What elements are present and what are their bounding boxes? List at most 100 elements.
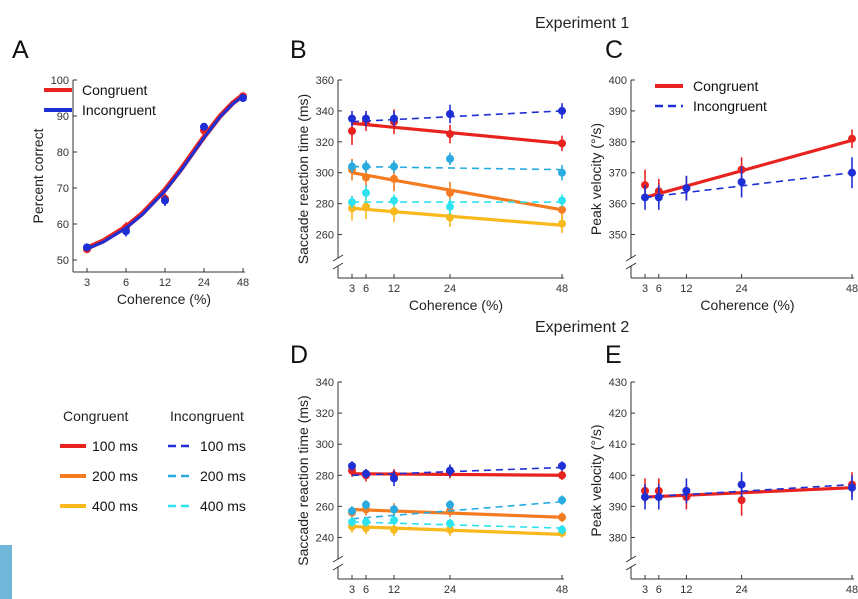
data-point: [446, 466, 454, 475]
x-tick-label: 12: [680, 283, 692, 295]
data-point: [654, 193, 663, 202]
panel-letter-d: D: [290, 341, 308, 369]
series-incongruent-400-ms: [348, 515, 566, 535]
data-point: [737, 480, 746, 489]
legend-c: [655, 84, 683, 108]
x-tick-label: 24: [198, 277, 210, 289]
data-point: [390, 196, 398, 205]
data-point: [446, 202, 454, 211]
series-congruent-400-ms: [348, 194, 566, 233]
fit-line: [351, 472, 563, 477]
x-tick-label: 24: [735, 584, 747, 596]
data-point: [848, 168, 856, 177]
data-point: [446, 110, 454, 118]
data-point: [200, 122, 208, 131]
data-point: [446, 188, 454, 197]
y-tick-label: 240: [316, 532, 334, 544]
data-point: [558, 525, 566, 534]
data-point: [348, 198, 356, 207]
data-point: [348, 127, 356, 135]
data-point: [446, 213, 454, 222]
y-tick-label: 360: [609, 199, 627, 211]
fit-line: [644, 486, 853, 499]
data-point: [239, 94, 247, 102]
data-point: [641, 493, 649, 502]
x-axis-label: Coherence (%): [409, 297, 503, 313]
x-tick-label: 12: [388, 283, 400, 295]
data-point: [446, 519, 454, 528]
y-tick-label: 280: [316, 199, 334, 211]
data-point: [390, 207, 398, 216]
x-tick-label: 48: [556, 584, 568, 596]
data-point: [446, 525, 454, 534]
legend-label: Congruent: [82, 82, 147, 98]
legend-label: Incongruent: [693, 98, 767, 114]
y-tick-label: 260: [316, 230, 334, 242]
x-tick-label: 6: [123, 277, 129, 289]
y-tick-label: 400: [609, 470, 627, 482]
legend-header-congruent: Congruent: [63, 408, 128, 424]
y-tick-label: 320: [316, 408, 334, 420]
data-point: [558, 168, 566, 177]
x-axis-label: Coherence (%): [117, 291, 211, 307]
data-point: [558, 196, 566, 205]
y-axis-label: Percent correct: [30, 128, 46, 223]
y-tick-label: 410: [609, 439, 627, 451]
data-point: [348, 162, 356, 171]
y-tick-label: 100: [51, 75, 69, 87]
y-tick-label: 60: [57, 219, 69, 231]
fit-line: [351, 206, 563, 227]
data-point: [362, 469, 370, 478]
legend-label-incongruent: 200 ms: [200, 468, 246, 484]
x-tick-label: 12: [159, 277, 171, 289]
data-point: [558, 471, 566, 480]
x-tick-label: 48: [846, 584, 858, 596]
fit-line: [351, 110, 563, 123]
x-tick-label: 6: [656, 584, 662, 596]
data-point: [161, 196, 169, 205]
x-tick-label: 48: [237, 277, 249, 289]
y-axis-label: Saccade reaction time (ms): [295, 94, 311, 264]
series-congruent: [641, 129, 856, 204]
series-incongruent-100-ms: [348, 461, 566, 487]
data-point: [362, 114, 370, 123]
y-tick-label: 80: [57, 147, 69, 159]
y-tick-label: 300: [316, 168, 334, 180]
fit-line: [351, 171, 563, 212]
legend-label-incongruent: 100 ms: [200, 438, 246, 454]
x-tick-label: 3: [84, 277, 90, 289]
data-point: [446, 154, 454, 163]
y-axis-label: Saccade reaction time (ms): [295, 395, 311, 565]
legend-header-incongruent: Incongruent: [170, 408, 244, 424]
x-tick-label: 6: [363, 283, 369, 295]
experiment-1-title: Experiment 1: [535, 15, 629, 32]
data-point: [362, 517, 370, 526]
data-point: [348, 461, 356, 470]
series-incongruent-200-ms: [348, 152, 566, 181]
legend-a: [44, 88, 72, 112]
data-point: [737, 496, 746, 505]
legend-label: Congruent: [693, 78, 758, 94]
panel-letter-c: C: [605, 36, 623, 64]
data-point: [362, 173, 370, 182]
x-tick-label: 3: [642, 283, 648, 295]
panel-b: [332, 79, 566, 279]
y-tick-label: 380: [609, 137, 627, 149]
axis-break-mark: [332, 262, 344, 270]
data-point: [390, 516, 398, 525]
y-tick-label: 370: [609, 168, 627, 180]
legend-label-congruent: 100 ms: [92, 438, 138, 454]
data-point: [362, 188, 370, 197]
x-tick-label: 3: [642, 584, 648, 596]
series-congruent-200-ms: [348, 503, 566, 522]
axis-break-mark: [625, 262, 637, 270]
panel-c: [625, 79, 856, 279]
y-tick-label: 390: [609, 106, 627, 118]
data-point: [558, 461, 566, 470]
series-congruent-100-ms: [348, 109, 566, 152]
x-tick-label: 24: [444, 283, 456, 295]
data-point: [446, 500, 454, 509]
x-tick-label: 3: [349, 283, 355, 295]
panel-e: [625, 381, 856, 580]
y-axis-label: Peak velocity (°/s): [588, 123, 604, 235]
